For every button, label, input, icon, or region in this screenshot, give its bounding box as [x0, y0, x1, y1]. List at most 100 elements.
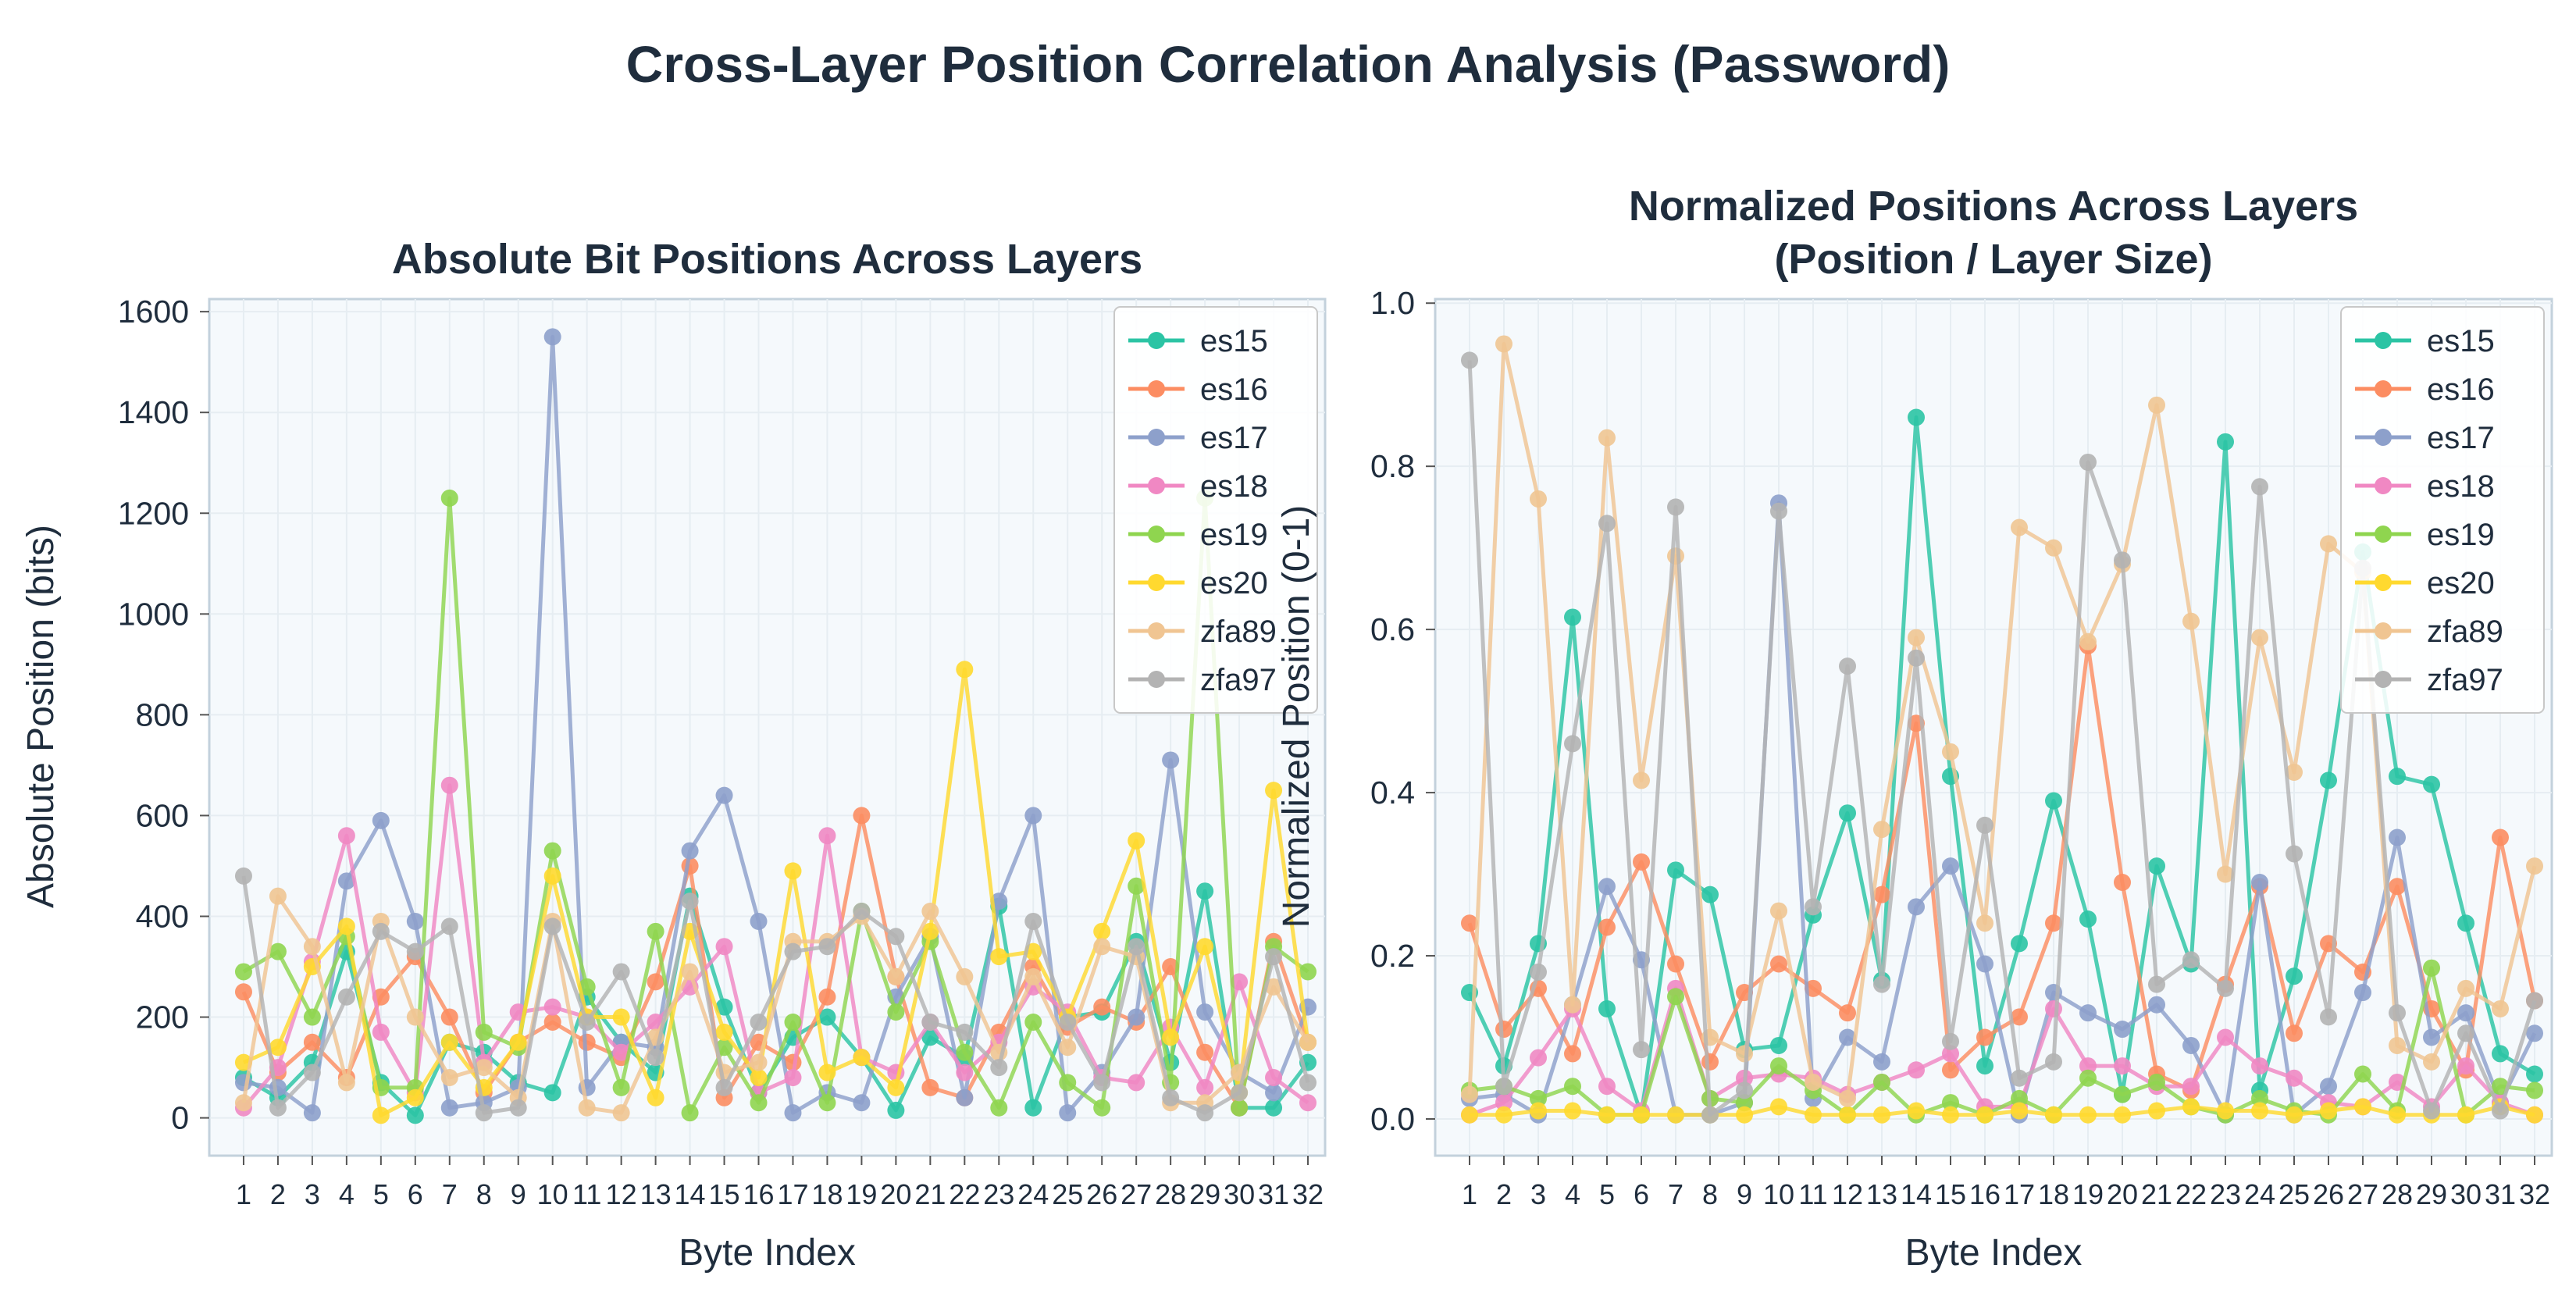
data-point-es15: [406, 1106, 424, 1124]
legend-box: [1113, 306, 1318, 714]
data-point-es19: [2079, 1069, 2097, 1087]
y-tick-label: 0.8: [1370, 448, 1415, 484]
data-point-es17: [2354, 984, 2371, 1002]
data-point-es19: [1770, 1057, 1787, 1075]
x-tick-label: 26: [2313, 1178, 2344, 1210]
chart-panel-2: 0.00.20.40.60.81.01 2 3 4 5 6 7 8 9 10 11 12 13 14 15 1…: [1276, 183, 2553, 1274]
x-tick-label: 31: [2485, 1178, 2516, 1210]
data-point-es15: [2148, 857, 2165, 875]
data-point-es18: [2217, 1028, 2234, 1046]
data-point-zfa89: [1873, 821, 1890, 839]
data-point-es20: [1162, 1028, 1180, 1046]
data-point-zfa97: [1976, 816, 1993, 834]
data-point-es17: [2251, 874, 2268, 892]
data-point-es17: [406, 912, 424, 930]
y-tick-label: 1200: [118, 495, 189, 531]
legend-label: zfa89: [2427, 615, 2503, 649]
data-point-zfa97: [372, 922, 390, 940]
data-point-es16: [303, 1033, 321, 1051]
data-point-zfa89: [1633, 771, 1650, 789]
data-point-zfa89: [2045, 539, 2062, 557]
data-point-es20: [440, 1033, 458, 1051]
data-point-es15: [2045, 792, 2062, 810]
data-point-es16: [1633, 853, 1650, 871]
data-point-zfa97: [2114, 551, 2131, 569]
data-point-zfa97: [2011, 1069, 2028, 1087]
x-tick-label: 19: [846, 1178, 877, 1210]
series-zfa97: [234, 867, 1317, 1122]
data-point-zfa97: [681, 893, 699, 910]
legend-label: es17: [1200, 421, 1268, 455]
data-point-zfa97: [234, 867, 252, 885]
legend-swatch-marker: [2375, 526, 2392, 543]
data-point-es18: [372, 1023, 390, 1041]
data-point-es20: [1598, 1106, 1616, 1124]
data-point-es20: [2217, 1102, 2234, 1120]
data-point-es19: [887, 1003, 905, 1021]
data-point-es18: [1265, 1068, 1283, 1086]
data-point-es16: [647, 973, 664, 991]
data-point-es19: [269, 942, 287, 960]
data-point-zfa97: [887, 928, 905, 946]
data-point-es18: [715, 938, 733, 956]
data-point-es20: [2354, 1098, 2371, 1116]
data-point-es18: [337, 827, 355, 845]
data-point-es16: [1093, 998, 1111, 1016]
data-point-es19: [1564, 1078, 1581, 1096]
data-point-es17: [784, 1104, 802, 1122]
data-point-es20: [1128, 832, 1145, 850]
data-point-es16: [1196, 1043, 1214, 1061]
legend-label: es17: [2427, 421, 2495, 455]
x-tick-label: 10: [1763, 1178, 1794, 1210]
data-point-es20: [2389, 1106, 2406, 1124]
x-tick-label: 14: [675, 1178, 706, 1210]
data-point-zfa89: [2526, 857, 2543, 875]
y-tick-label: 1.0: [1370, 285, 1415, 321]
data-point-es15: [818, 1008, 836, 1026]
data-point-es20: [784, 862, 802, 880]
data-point-zfa97: [990, 1059, 1008, 1077]
data-point-es16: [1598, 918, 1616, 936]
x-tick-label: 30: [1224, 1178, 1255, 1210]
data-point-es17: [715, 786, 733, 804]
data-point-es17: [2079, 1004, 2097, 1022]
data-point-zfa97: [818, 938, 836, 956]
data-point-es19: [612, 1078, 630, 1096]
legend-label: es18: [1200, 469, 1268, 504]
chart-title: (Position / Layer Size): [1774, 236, 2212, 283]
data-point-zfa97: [2182, 951, 2200, 969]
legend-swatch-marker: [1148, 526, 1165, 543]
data-point-es19: [1942, 1094, 1959, 1112]
legend-label: zfa89: [1200, 615, 1277, 649]
x-tick-label: 7: [442, 1178, 458, 1210]
y-tick-label: 1000: [118, 596, 189, 632]
x-tick-label: 30: [2450, 1178, 2482, 1210]
data-point-es16: [234, 983, 252, 1001]
data-point-zfa97: [337, 988, 355, 1006]
data-point-es17: [1598, 878, 1616, 896]
data-point-zfa97: [475, 1104, 493, 1122]
data-point-es15: [1024, 1099, 1042, 1117]
data-point-es20: [715, 1023, 733, 1041]
legend-swatch-marker: [1148, 380, 1165, 397]
data-point-es17: [269, 1078, 287, 1096]
data-point-es20: [1839, 1106, 1856, 1124]
x-tick-label: 2: [270, 1178, 286, 1210]
data-point-es16: [543, 1013, 561, 1031]
data-point-zfa97: [2079, 453, 2097, 471]
legend-box: [2340, 306, 2545, 714]
legend-label: es16: [2427, 372, 2495, 407]
x-tick-label: 9: [1737, 1178, 1752, 1210]
data-point-es19: [303, 1008, 321, 1026]
data-point-es20: [1093, 922, 1111, 940]
series-line-es19: [1469, 966, 2535, 1117]
data-point-zfa97: [1024, 912, 1042, 930]
chart-title: Absolute Bit Positions Across Layers: [392, 236, 1142, 283]
data-point-zfa89: [681, 963, 699, 981]
data-point-es20: [1770, 1098, 1787, 1116]
data-point-es17: [303, 1104, 321, 1122]
data-point-zfa97: [715, 1078, 733, 1096]
data-point-zfa89: [2389, 1036, 2406, 1054]
data-point-es17: [440, 1099, 458, 1117]
y-tick-label: 800: [136, 697, 189, 732]
